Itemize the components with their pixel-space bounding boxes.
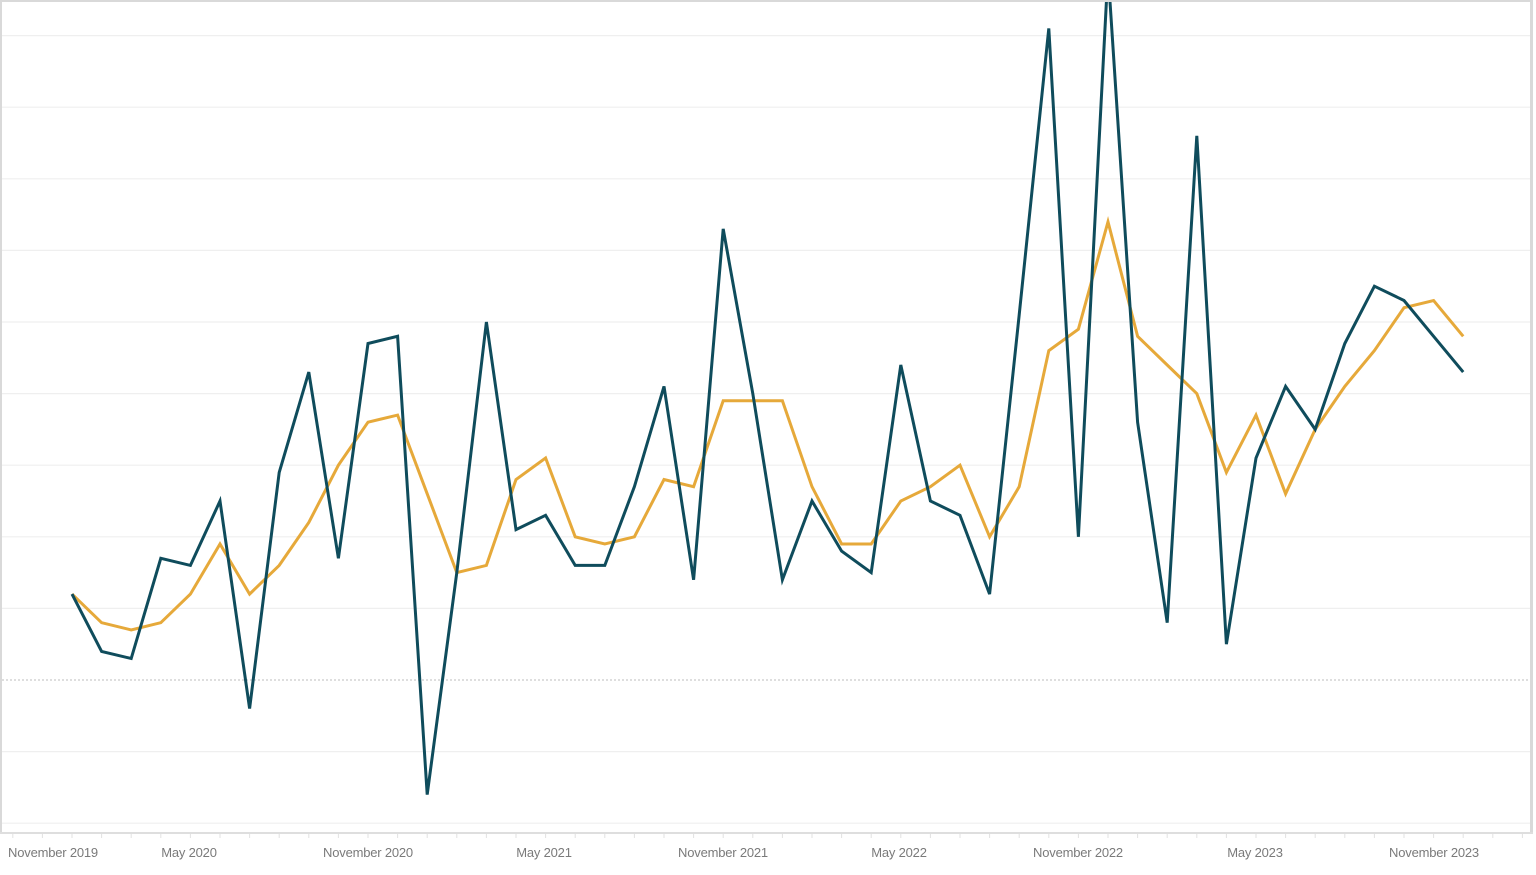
x-tick-label: May 2021: [516, 845, 572, 860]
x-tick-label: November 2020: [323, 845, 413, 860]
x-tick-label: November 2019: [8, 845, 98, 860]
series-lines: [70, 0, 1465, 795]
x-tick-label: May 2020: [161, 845, 217, 860]
series-line-series-2[interactable]: [70, 215, 1465, 632]
x-tick-label: November 2021: [678, 845, 768, 860]
x-tick-label: May 2022: [871, 845, 927, 860]
x-tick-label: November 2023: [1389, 845, 1479, 860]
x-tick-label: November 2022: [1033, 845, 1123, 860]
series-line-series-1[interactable]: [70, 0, 1465, 795]
x-axis-ticks: [12, 834, 1523, 838]
x-tick-label: May 2023: [1227, 845, 1283, 860]
gridlines: [2, 34, 1533, 824]
